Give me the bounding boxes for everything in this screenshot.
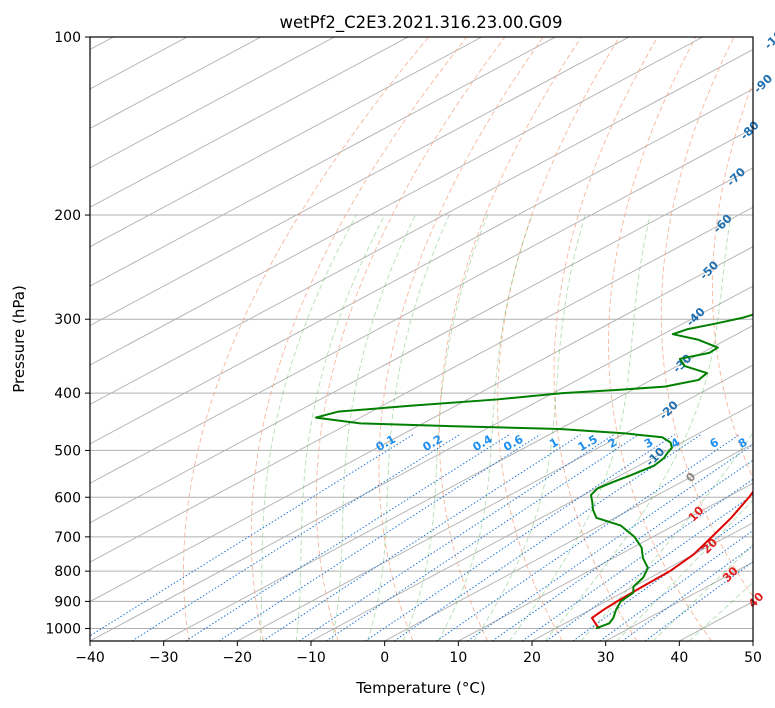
mixing-ratio-line — [218, 434, 541, 641]
mixing-ratio-line — [521, 478, 753, 641]
dry-adiabat — [183, 37, 430, 641]
mixing-ratio-line — [491, 459, 753, 641]
dry-adiabat — [378, 37, 544, 641]
mixing-ratio-line — [572, 511, 753, 641]
moist-adiabat — [259, 214, 357, 641]
isotherm-line — [90, 49, 753, 405]
dry-adiabat — [250, 37, 468, 641]
isotherm-line — [90, 206, 753, 563]
mixing-ratio-line — [325, 434, 639, 641]
grid-layer — [90, 37, 753, 641]
moist-adiabat — [544, 214, 732, 641]
y-tick-label: 800 — [54, 564, 81, 580]
mixing-ratio-line — [262, 434, 581, 641]
mixing-ratio-line — [545, 494, 753, 641]
isotherm-line — [237, 364, 753, 641]
dry-adiabat — [608, 37, 713, 641]
y-axis: 100 200 300 400 500 600 700 800 900 1000 — [45, 30, 90, 637]
profile-lines — [314, 313, 753, 630]
x-axis: −40 −30 −20 −10 0 10 20 30 40 50 — [75, 641, 762, 666]
moist-adiabat — [473, 214, 586, 641]
moist-adiabat — [331, 214, 416, 641]
plot-background — [90, 37, 753, 641]
isotherm-line — [90, 127, 753, 484]
x-tick-label: 20 — [523, 650, 541, 666]
y-tick-label: 1000 — [45, 621, 81, 637]
x-axis-label: Temperature (°C) — [355, 679, 485, 697]
dry-adiabat — [315, 37, 506, 641]
moist-adiabat — [438, 214, 533, 641]
isotherm-line — [90, 167, 753, 524]
x-tick-label: 0 — [380, 650, 389, 666]
isotherm-line — [90, 37, 630, 327]
y-tick-label: 400 — [54, 386, 81, 402]
moist-adiabat — [402, 214, 488, 641]
x-tick-label: −10 — [296, 650, 326, 666]
chart-title: wetPf2_C2E3.2021.316.23.00.G09 — [279, 13, 562, 33]
mixing-ratio-line — [599, 529, 753, 641]
x-tick-label: 30 — [597, 650, 615, 666]
x-tick-label: −40 — [75, 650, 105, 666]
isotherm-line — [163, 325, 753, 641]
y-tick-label: 700 — [54, 530, 81, 546]
isotherm-line — [90, 37, 335, 169]
y-axis-label: Pressure (hPa) — [10, 285, 28, 393]
mixing-ratio-line — [393, 434, 702, 641]
y-tick-label: 100 — [54, 30, 81, 46]
mixing-ratio-line — [467, 444, 753, 641]
mixing-ratio-line — [185, 434, 510, 641]
isotherm-line — [90, 37, 556, 287]
y-tick-label: 900 — [54, 594, 81, 610]
x-tick-label: −20 — [223, 650, 253, 666]
dry-adiabat — [438, 37, 582, 641]
isotherm-line — [90, 285, 753, 641]
temperature-profile-line — [590, 490, 753, 630]
dewpoint-profile-line — [314, 313, 753, 630]
isotherm-line — [90, 37, 409, 208]
moist-adiabat — [367, 214, 450, 641]
mixing-ratio-line — [436, 434, 740, 641]
isotherm-label: -100 — [761, 22, 775, 52]
y-tick-label: 600 — [54, 490, 81, 506]
plot-frame — [89, 36, 754, 642]
x-tick-label: 40 — [670, 650, 688, 666]
x-tick-label: −30 — [149, 650, 179, 666]
isotherm-line — [531, 522, 753, 641]
isotherm-line — [90, 37, 703, 366]
dry-adiabat — [762, 37, 775, 641]
mixing-ratio-line — [365, 434, 675, 641]
thermo-background-lines — [90, 37, 775, 641]
isotherm-line — [90, 246, 753, 603]
isotherm-line — [310, 403, 753, 641]
mixing-ratio-line — [622, 545, 753, 641]
dry-adiabat — [553, 37, 658, 641]
x-tick-label: 50 — [744, 650, 762, 666]
isotherm-label: -90 — [751, 71, 775, 96]
mixing-ratio-line — [131, 434, 461, 641]
isotherm-line — [90, 37, 482, 248]
mixing-ratio-line — [298, 434, 615, 641]
isotherm-line — [384, 443, 753, 641]
dry-adiabat — [497, 37, 620, 641]
y-tick-label: 200 — [54, 208, 81, 224]
y-tick-label: 500 — [54, 443, 81, 459]
mixing-ratio-line — [90, 434, 414, 637]
moist-adiabat — [616, 499, 753, 641]
y-tick-label: 300 — [54, 312, 81, 328]
isotherm-line — [90, 88, 753, 445]
isotherm-line — [458, 482, 753, 641]
moist-adiabat — [295, 214, 386, 641]
x-tick-label: 10 — [449, 650, 467, 666]
